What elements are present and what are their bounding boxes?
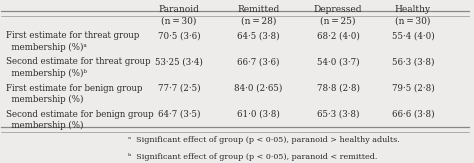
Text: 64·7 (3·5): 64·7 (3·5) (158, 110, 201, 119)
Text: ᵃ  Significant effect of group (p < 0·05), paranoid > healthy adults.: ᵃ Significant effect of group (p < 0·05)… (128, 136, 400, 144)
Text: 78·8 (2·8): 78·8 (2·8) (317, 84, 360, 93)
Text: Depressed
(n = 25): Depressed (n = 25) (314, 5, 362, 25)
Text: Paranoid
(n = 30): Paranoid (n = 30) (159, 5, 200, 25)
Text: Second estimate for threat group
  membership (%)ᵇ: Second estimate for threat group members… (6, 58, 151, 78)
Text: 64·5 (3·8): 64·5 (3·8) (237, 31, 280, 40)
Text: 65·3 (3·8): 65·3 (3·8) (317, 110, 359, 119)
Text: 66·6 (3·8): 66·6 (3·8) (392, 110, 434, 119)
Text: Healthy
(n = 30): Healthy (n = 30) (395, 5, 431, 25)
Text: ᵇ  Significant effect of group (p < 0·05), paranoid < remitted.: ᵇ Significant effect of group (p < 0·05)… (128, 153, 377, 161)
Text: First estimate for benign group
  membership (%): First estimate for benign group membersh… (6, 84, 143, 104)
Text: 77·7 (2·5): 77·7 (2·5) (158, 84, 201, 93)
Text: 66·7 (3·6): 66·7 (3·6) (237, 58, 280, 67)
Text: 70·5 (3·6): 70·5 (3·6) (158, 31, 201, 40)
Text: 55·4 (4·0): 55·4 (4·0) (392, 31, 434, 40)
Text: 53·25 (3·4): 53·25 (3·4) (155, 58, 203, 67)
Text: First estimate for threat group
  membership (%)ᵃ: First estimate for threat group membersh… (6, 31, 139, 52)
Text: 61·0 (3·8): 61·0 (3·8) (237, 110, 280, 119)
Text: Second estimate for benign group
  membership (%): Second estimate for benign group members… (6, 110, 154, 130)
Text: Remitted
(n = 28): Remitted (n = 28) (237, 5, 280, 25)
Text: 68·2 (4·0): 68·2 (4·0) (317, 31, 359, 40)
Text: 79·5 (2·8): 79·5 (2·8) (392, 84, 434, 93)
Text: 56·3 (3·8): 56·3 (3·8) (392, 58, 434, 67)
Text: 84·0 (2·65): 84·0 (2·65) (235, 84, 283, 93)
Text: 54·0 (3·7): 54·0 (3·7) (317, 58, 359, 67)
